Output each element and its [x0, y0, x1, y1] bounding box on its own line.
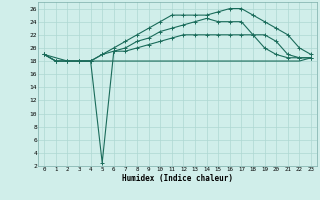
X-axis label: Humidex (Indice chaleur): Humidex (Indice chaleur) [122, 174, 233, 183]
